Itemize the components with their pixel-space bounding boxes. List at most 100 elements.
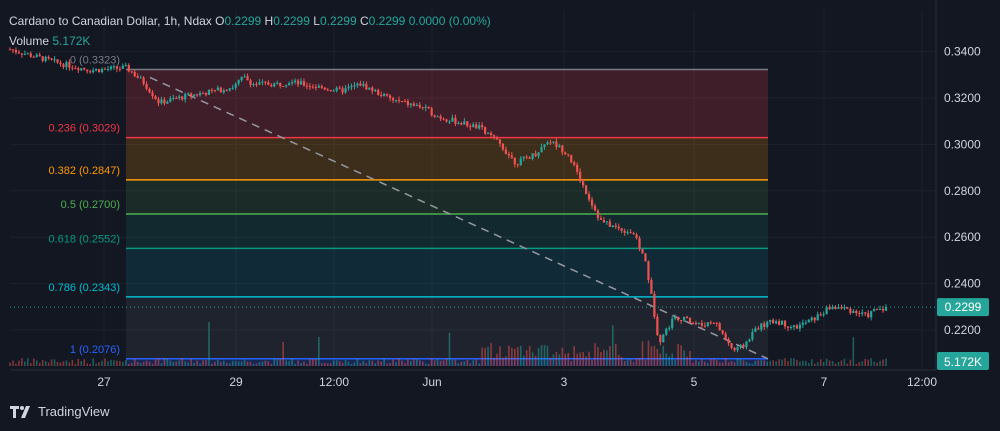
volume-bar xyxy=(65,360,68,366)
candle-body xyxy=(567,154,570,156)
candle-body xyxy=(216,87,219,91)
candle-body xyxy=(403,101,407,103)
volume-bar xyxy=(237,361,240,366)
candle-body xyxy=(243,76,246,78)
volume-bar xyxy=(421,361,424,366)
candle-body xyxy=(638,238,641,250)
candle-body xyxy=(510,155,513,158)
candle-body xyxy=(448,121,451,123)
candle-body xyxy=(38,54,41,57)
candle-body xyxy=(365,83,368,90)
volume-bar xyxy=(858,362,861,366)
tradingview-footer[interactable]: TradingView xyxy=(10,404,110,419)
volume-bar xyxy=(353,362,356,366)
volume-bar xyxy=(552,354,555,366)
candle-body xyxy=(486,133,490,135)
volume-bar xyxy=(653,345,656,366)
time-tick-label: Jun xyxy=(422,375,441,389)
volume-bar xyxy=(799,361,801,366)
candle-body xyxy=(558,145,561,148)
volume-bar xyxy=(662,345,665,366)
candle-body xyxy=(763,323,766,327)
candle-body xyxy=(481,125,484,128)
volume-bar xyxy=(463,361,466,366)
candle-body xyxy=(136,76,139,78)
volume-bar xyxy=(383,358,385,366)
volume-bar xyxy=(347,361,350,366)
volume-bar xyxy=(418,360,421,366)
volume-bar xyxy=(193,363,195,366)
candle-body xyxy=(769,319,772,323)
candle-body xyxy=(359,83,362,86)
candle-body xyxy=(288,83,291,86)
volume-bar xyxy=(228,363,231,366)
candle-body xyxy=(14,50,18,53)
candle-body xyxy=(745,341,748,348)
price-tick-label: 0.2400 xyxy=(944,277,981,291)
volume-bar xyxy=(614,343,617,366)
volume-bar xyxy=(514,348,516,366)
volume-bar xyxy=(125,359,127,366)
candle-body xyxy=(97,69,101,73)
volume-bar xyxy=(475,359,478,366)
candle-body xyxy=(605,221,608,223)
volume-bar xyxy=(306,363,308,366)
time-tick-label: 29 xyxy=(229,375,243,389)
volume-bar xyxy=(389,362,391,366)
candle-body xyxy=(786,326,790,328)
volume-bar xyxy=(154,359,157,366)
chart-axes: 0.3400 0.3200 0.3000 0.2800 0.2600 0.2400 0.22… xyxy=(10,0,989,389)
candle-body xyxy=(700,322,703,326)
volume-bar xyxy=(632,362,635,366)
candle-body xyxy=(555,141,558,148)
volume-bar xyxy=(727,362,730,366)
candle-body xyxy=(270,84,273,87)
candle-body xyxy=(380,94,383,97)
volume-bar xyxy=(318,336,320,366)
candle-body xyxy=(68,62,71,68)
candle-body xyxy=(519,158,522,165)
volume-bar xyxy=(41,359,44,366)
candle-body xyxy=(682,316,686,321)
volume-bar xyxy=(252,363,255,366)
volume-bar xyxy=(698,361,700,366)
volume-bar xyxy=(264,360,267,366)
tradingview-logo-icon xyxy=(10,405,30,418)
candle-body xyxy=(540,146,543,153)
volume-bar xyxy=(258,362,261,366)
candle-body xyxy=(715,322,718,324)
volume-bar xyxy=(190,359,192,366)
volume-bar xyxy=(490,342,492,366)
volume-bar xyxy=(781,359,783,366)
volume-bar xyxy=(701,359,703,366)
candle-body xyxy=(100,68,104,73)
candle-body xyxy=(32,56,35,58)
volume-bar xyxy=(834,363,837,366)
volume-bar xyxy=(867,359,869,366)
candle-body xyxy=(614,225,617,227)
fibonacci-retracement[interactable]: 0 (0.3323) 0.236 (0.3029) 0.382 (0.2847) 0.… xyxy=(48,54,769,366)
candle-body xyxy=(846,307,849,309)
candle-body xyxy=(691,322,695,324)
candle-body xyxy=(798,324,801,329)
volume-bar xyxy=(754,360,757,366)
volume-bar xyxy=(784,358,786,366)
symbol-title: Cardano to Canadian Dollar, 1h, Ndax xyxy=(9,14,212,28)
volume-bar xyxy=(745,361,748,366)
candle-body xyxy=(264,81,267,83)
candle-body xyxy=(240,76,243,81)
volume-bar xyxy=(427,363,430,366)
candle-body xyxy=(225,90,228,92)
candle-body xyxy=(115,66,119,69)
volume-bar xyxy=(368,360,371,366)
volume-bar xyxy=(493,357,495,366)
volume-bar xyxy=(802,360,804,366)
candle-body xyxy=(590,199,594,206)
candle-body xyxy=(742,344,745,348)
volume-bar xyxy=(487,346,489,366)
candle-body xyxy=(875,309,879,311)
candle-body xyxy=(593,205,597,211)
candle-body xyxy=(543,144,546,147)
volume-bar xyxy=(516,346,519,366)
